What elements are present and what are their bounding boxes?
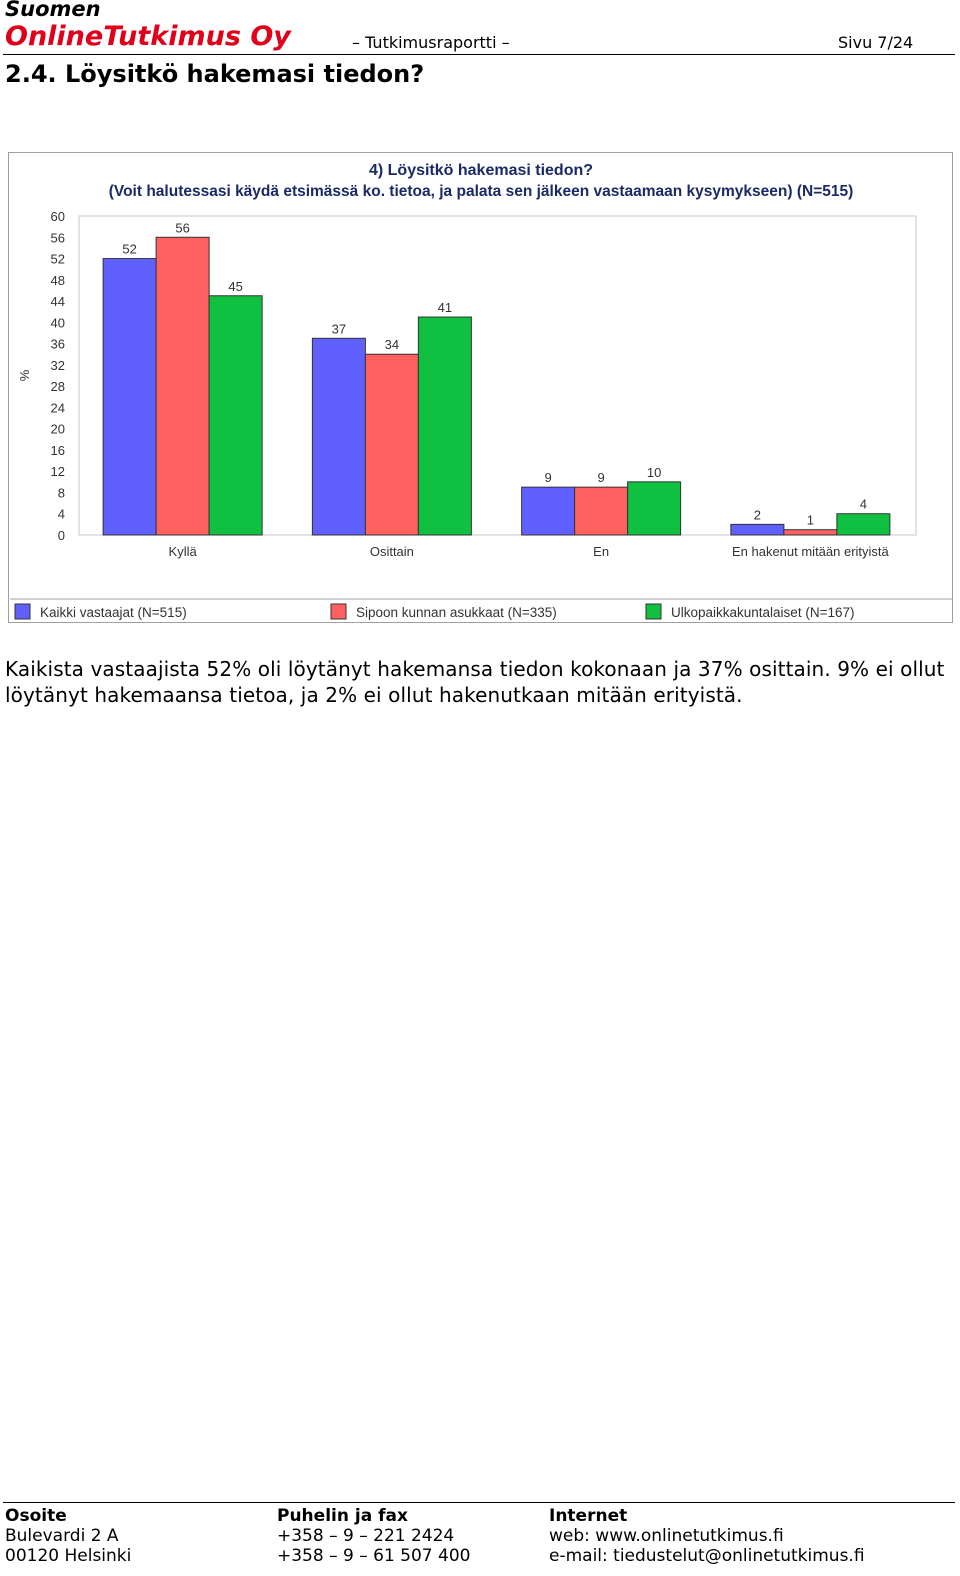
x-category-label: Kyllä bbox=[169, 544, 198, 559]
chart-bar bbox=[783, 529, 838, 536]
footer-divider bbox=[3, 1502, 955, 1503]
y-tick-label: 56 bbox=[51, 230, 65, 245]
x-category-label: En hakenut mitään erityistä bbox=[732, 544, 890, 559]
chart-bar bbox=[208, 295, 263, 536]
legend-swatch bbox=[645, 603, 662, 620]
y-tick-label: 36 bbox=[51, 337, 65, 352]
footer-internet-line2: e-mail: tiedustelut@onlinetutkimus.fi bbox=[549, 1546, 865, 1566]
bar-value-label: 4 bbox=[860, 497, 867, 512]
legend-label: Ulkopaikkakuntalaiset (N=167) bbox=[671, 605, 854, 620]
bar-value-label: 1 bbox=[807, 513, 814, 528]
section-heading: 2.4. Löysitkö hakemasi tiedon? bbox=[5, 60, 425, 88]
y-tick-label: 16 bbox=[51, 443, 65, 458]
bar-chart: 4) Löysitkö hakemasi tiedon? (Voit halute… bbox=[10, 162, 953, 620]
y-axis-label: % bbox=[17, 369, 32, 381]
bar-value-label: 9 bbox=[545, 470, 552, 485]
footer-internet: Internet web: www.onlinetutkimus.fi e-ma… bbox=[549, 1506, 865, 1566]
footer-phone-heading: Puhelin ja fax bbox=[277, 1506, 408, 1526]
y-tick-label: 32 bbox=[51, 358, 65, 373]
x-category-label: Osittain bbox=[370, 544, 414, 559]
bar-value-label: 34 bbox=[385, 337, 399, 352]
bar-chart-panel: 4) Löysitkö hakemasi tiedon? (Voit halute… bbox=[8, 152, 953, 623]
y-tick-label: 20 bbox=[51, 422, 65, 437]
footer-address-heading: Osoite bbox=[5, 1506, 67, 1526]
chart-bar bbox=[155, 236, 210, 536]
chart-title: 4) Löysitkö hakemasi tiedon? bbox=[369, 162, 593, 179]
bar-value-label: 37 bbox=[332, 321, 346, 336]
chart-bar bbox=[836, 513, 891, 536]
bar-value-label: 10 bbox=[647, 465, 661, 480]
y-tick-label: 8 bbox=[58, 485, 65, 500]
y-tick-label: 48 bbox=[51, 273, 65, 288]
chart-bar bbox=[102, 258, 157, 536]
y-tick-label: 40 bbox=[51, 315, 65, 330]
chart-bar bbox=[627, 481, 682, 536]
footer-phone-line2: +358 – 9 – 61 507 400 bbox=[277, 1546, 471, 1566]
x-category-label: En bbox=[593, 544, 609, 559]
footer-address-line2: 00120 Helsinki bbox=[5, 1546, 132, 1566]
body-paragraph: Kaikista vastaajista 52% oli löytänyt ha… bbox=[5, 657, 945, 707]
company-name-line2: OnlineTutkimus Oy bbox=[5, 21, 291, 52]
company-name-line1: Suomen bbox=[5, 0, 101, 21]
legend-swatch bbox=[14, 603, 31, 620]
footer-internet-line1: web: www.onlinetutkimus.fi bbox=[549, 1526, 784, 1546]
y-tick-label: 60 bbox=[51, 209, 65, 224]
footer-internet-heading: Internet bbox=[549, 1506, 628, 1526]
chart-bar bbox=[574, 486, 629, 536]
footer-phone-line1: +358 – 9 – 221 2424 bbox=[277, 1526, 455, 1546]
legend-label: Kaikki vastaajat (N=515) bbox=[40, 605, 187, 620]
legend-swatch bbox=[330, 603, 347, 620]
chart-bar bbox=[311, 337, 366, 536]
chart-bar bbox=[364, 353, 419, 536]
y-tick-label: 28 bbox=[51, 379, 65, 394]
bar-value-label: 2 bbox=[754, 507, 761, 522]
y-tick-label: 0 bbox=[58, 528, 65, 543]
page-number: Sivu 7/24 bbox=[838, 33, 914, 52]
footer-phone: Puhelin ja fax +358 – 9 – 221 2424 +358 … bbox=[277, 1506, 470, 1566]
bar-value-label: 56 bbox=[175, 220, 189, 235]
footer-address: Osoite Bulevardi 2 A 00120 Helsinki bbox=[5, 1506, 131, 1566]
chart-bar bbox=[730, 523, 785, 536]
y-tick-label: 44 bbox=[51, 294, 65, 309]
bar-value-label: 41 bbox=[438, 300, 452, 315]
legend-label: Sipoon kunnan asukkaat (N=335) bbox=[356, 605, 557, 620]
bar-value-label: 52 bbox=[122, 242, 136, 257]
document-type: – Tutkimusraportti – bbox=[352, 33, 510, 52]
bar-value-label: 45 bbox=[228, 279, 242, 294]
header-divider bbox=[3, 54, 955, 55]
chart-bar bbox=[521, 486, 576, 536]
footer-address-line1: Bulevardi 2 A bbox=[5, 1526, 119, 1546]
y-tick-label: 4 bbox=[58, 507, 65, 522]
chart-subtitle: (Voit halutessasi käydä etsimässä ko. ti… bbox=[109, 183, 854, 200]
y-tick-label: 12 bbox=[51, 464, 65, 479]
chart-bar bbox=[417, 316, 472, 536]
y-tick-label: 52 bbox=[51, 252, 65, 267]
y-tick-label: 24 bbox=[51, 400, 65, 415]
bar-value-label: 9 bbox=[598, 470, 605, 485]
